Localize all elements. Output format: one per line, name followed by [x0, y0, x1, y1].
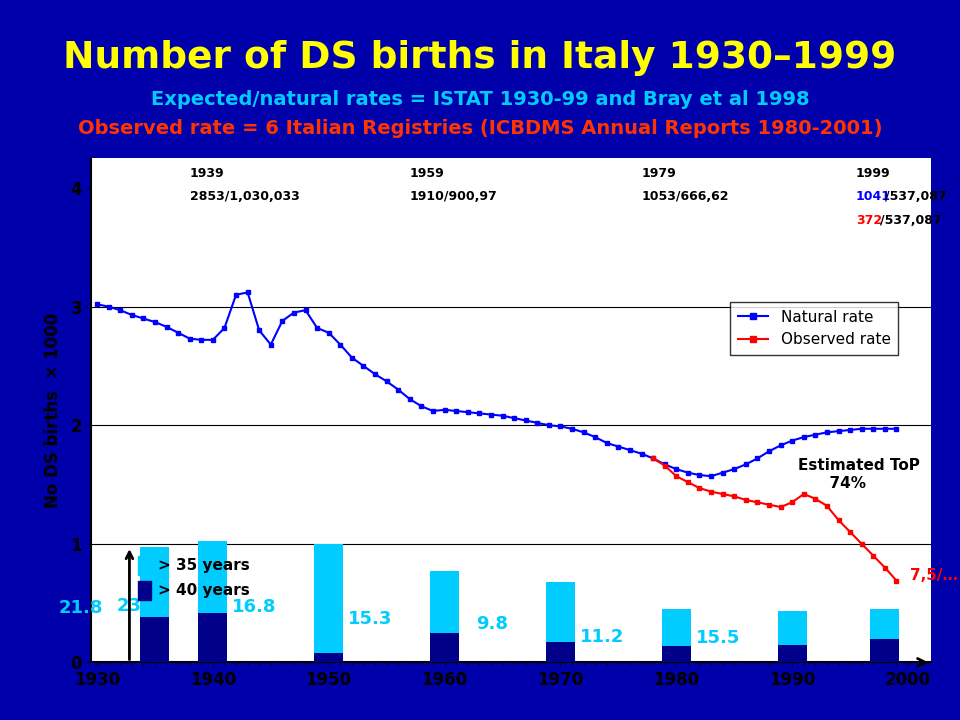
Bar: [314, 653, 343, 662]
Text: 7,5/…: 7,5/…: [910, 568, 958, 583]
Text: 1979: 1979: [641, 167, 676, 180]
Bar: [871, 639, 900, 662]
Text: 16.8: 16.8: [232, 598, 276, 616]
Text: 1959: 1959: [410, 167, 444, 180]
Text: 9.8: 9.8: [476, 616, 508, 634]
Bar: [430, 633, 459, 662]
Text: 15.3: 15.3: [348, 611, 393, 629]
Bar: [137, 580, 152, 600]
Bar: [199, 613, 228, 662]
Legend: Natural rate, Observed rate: Natural rate, Observed rate: [731, 302, 899, 355]
Text: 1999: 1999: [856, 167, 891, 180]
Bar: [546, 642, 575, 662]
Bar: [314, 544, 343, 662]
Text: 1053/666,62: 1053/666,62: [641, 190, 729, 204]
Text: 1910/900,97: 1910/900,97: [410, 190, 497, 204]
Bar: [430, 571, 459, 662]
Text: /537,087: /537,087: [880, 214, 942, 227]
Bar: [871, 609, 900, 662]
Text: /537,087: /537,087: [885, 190, 947, 204]
Text: 11.2: 11.2: [580, 629, 624, 647]
Text: 372: 372: [856, 214, 882, 227]
Text: 1939: 1939: [190, 167, 225, 180]
Text: Number of DS births in Italy 1930–1999: Number of DS births in Italy 1930–1999: [63, 40, 897, 76]
Bar: [661, 646, 691, 662]
Text: Estimated ToP
      74%: Estimated ToP 74%: [798, 459, 920, 491]
Text: Observed rate = 6 Italian Registries (ICBDMS Annual Reports 1980-2001): Observed rate = 6 Italian Registries (IC…: [78, 119, 882, 138]
Text: 21.8: 21.8: [59, 599, 103, 617]
Text: 23.1: 23.1: [116, 597, 160, 615]
Bar: [546, 582, 575, 662]
Y-axis label: No DS births  × 1000: No DS births × 1000: [44, 312, 62, 508]
Bar: [140, 617, 169, 662]
Bar: [661, 609, 691, 662]
Text: 1041: 1041: [856, 190, 891, 204]
Text: 15.5: 15.5: [696, 629, 740, 647]
Bar: [137, 556, 152, 575]
Bar: [778, 611, 806, 662]
Text: 2853/1,030,033: 2853/1,030,033: [190, 190, 300, 204]
Bar: [140, 547, 169, 662]
Text: Expected/natural rates = ISTAT 1930-99 and Bray et al 1998: Expected/natural rates = ISTAT 1930-99 a…: [151, 90, 809, 109]
Bar: [199, 541, 228, 662]
Bar: [778, 644, 806, 662]
Text: > 35 years: > 35 years: [158, 558, 251, 572]
Text: > 40 years: > 40 years: [158, 582, 251, 598]
